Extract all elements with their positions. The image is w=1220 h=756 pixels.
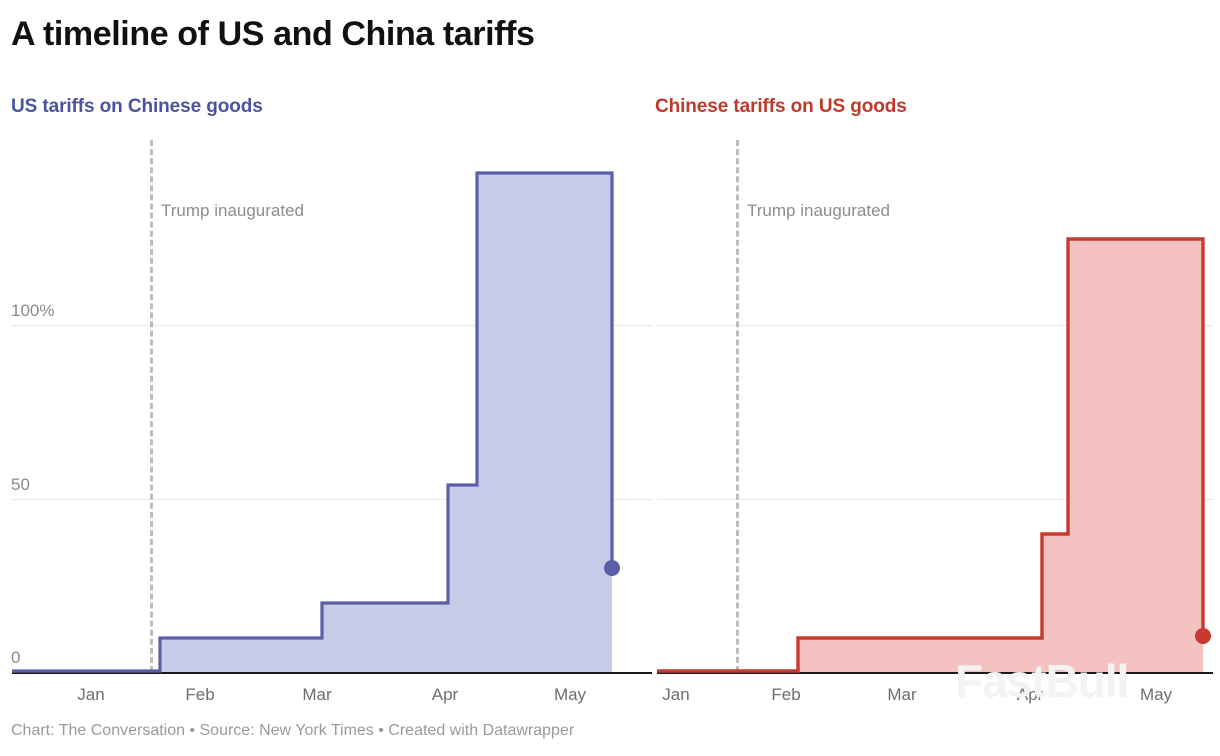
xtick-label-apr: Apr: [431, 685, 459, 704]
event-line-inauguration-china: [736, 140, 742, 672]
gridline-100-china: [657, 325, 1213, 326]
gridline-50: [12, 499, 652, 500]
page-title: A timeline of US and China tariffs: [11, 15, 535, 53]
end-marker-dot-china: [1195, 628, 1211, 644]
axis-baseline-us: [12, 672, 652, 674]
watermark-fastbull: FastBull: [955, 655, 1129, 707]
panel-title-us: US tariffs on Chinese goods: [11, 96, 263, 117]
ytick-label-0: 0: [11, 648, 21, 667]
xtick-label-apr-china: Apr: [1016, 685, 1044, 704]
event-line-inauguration-us: [150, 140, 156, 672]
series-fill-us: [12, 173, 612, 672]
series-fill-china: [657, 239, 1203, 672]
ytick-label-100: 100%: [11, 301, 55, 320]
axis-baseline-china: [657, 672, 1213, 674]
end-marker-dot-us: [604, 560, 620, 576]
series-line-china: [657, 237, 1205, 673]
chart-credits: Chart: The Conversation • Source: New Yo…: [11, 722, 575, 739]
xtick-label-jan: Jan: [77, 685, 105, 704]
xtick-label-mar-china: Mar: [887, 685, 917, 704]
event-label-inauguration-china: Trump inaugurated: [747, 201, 891, 220]
plot-area-china: Trump inaugurated Jan Feb Mar Apr May: [650, 128, 1220, 703]
xtick-label-jan-china: Jan: [662, 685, 690, 704]
xtick-label-feb: Feb: [185, 685, 215, 704]
xtick-label-feb-china: Feb: [771, 685, 801, 704]
xtick-label-mar: Mar: [302, 685, 332, 704]
event-label-inauguration-us: Trump inaugurated: [161, 201, 305, 220]
gridline-100: [12, 325, 652, 326]
series-area-china-tariffs: [657, 237, 1211, 673]
xtick-label-may-china: May: [1139, 685, 1173, 704]
series-area-us-tariffs: [12, 171, 620, 673]
panel-title-china: Chinese tariffs on US goods: [655, 96, 907, 117]
xtick-label-may: May: [553, 685, 587, 704]
series-line-us: [12, 171, 614, 673]
gridline-50-china: [657, 499, 1213, 500]
ytick-label-50: 50: [11, 475, 30, 494]
plot-area-us: 100% 50 0 Trump inaugurated Jan Feb Mar …: [0, 128, 655, 703]
